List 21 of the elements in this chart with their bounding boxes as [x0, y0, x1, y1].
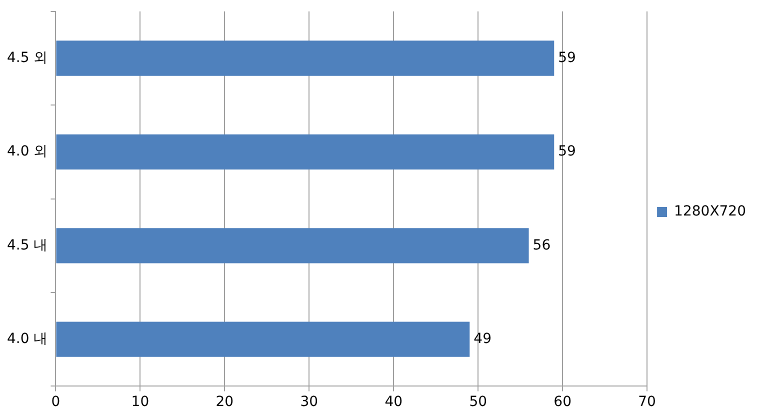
x-tick-label: 60	[554, 394, 572, 410]
x-tick-label: 40	[384, 394, 403, 410]
y-tick-label: 4.5 외	[6, 50, 48, 66]
legend-label: 1280X720	[674, 204, 746, 220]
bar	[56, 228, 529, 264]
y-tick-label: 4.5 내	[6, 237, 48, 254]
x-tick-label: 70	[638, 394, 656, 410]
bar	[56, 322, 470, 357]
data-label: 56	[532, 237, 551, 254]
data-label: 59	[558, 144, 576, 160]
x-tick-label: 10	[131, 394, 150, 410]
data-label: 49	[474, 330, 492, 347]
bar	[56, 134, 554, 170]
bar	[56, 40, 554, 76]
x-tick-label: 20	[216, 394, 234, 410]
y-tick-label: 4.0 외	[6, 144, 48, 160]
x-tick-label: 0	[51, 394, 60, 410]
x-tick-label: 30	[300, 394, 318, 410]
y-tick-label: 4.0 내	[6, 330, 48, 347]
data-label: 59	[558, 50, 576, 66]
x-tick-label: 50	[469, 394, 488, 410]
